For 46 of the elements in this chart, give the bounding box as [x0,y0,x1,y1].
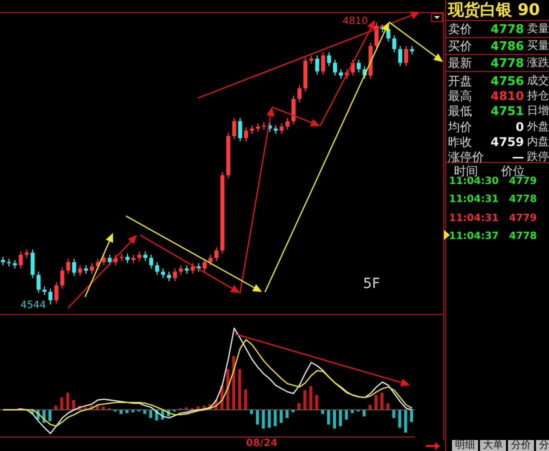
text: 分价 [508,440,534,451]
text: 最低 [448,104,472,118]
text: — [512,150,524,164]
text: 最新 [448,56,472,70]
text: 11:04:31 [449,193,499,208]
text: 均价 [448,120,472,134]
text: 明细 [452,440,478,451]
text: 卖价 [448,22,472,36]
text: 开盘 [448,74,472,88]
text: 日增 [527,104,549,118]
text: 4778 [509,230,537,244]
text: 内盘 [527,134,549,149]
text: 大单 [480,440,506,451]
text: 4779 [509,212,537,226]
text: 买价 [448,39,472,53]
annotation: 4810 [342,16,368,28]
text: 卖量 [527,22,549,36]
text: 4778 [490,22,524,36]
text: 价位 [501,164,525,178]
text: 买量 [527,39,549,53]
annotation: 4544 [20,300,46,312]
text: 11:04:37 [449,230,499,244]
text: 外盘 [527,120,549,134]
text: 成交 [527,74,549,88]
text: 涨停价 [448,150,484,164]
text: 4786 [490,39,524,53]
text: 4759 [490,134,524,149]
text: 4810 [490,89,524,104]
text: 4751 [490,104,524,118]
text: 最高 [448,89,472,104]
text: 时间 [454,164,478,178]
text: 4778 [490,56,524,70]
text: 11:04:30 [449,176,499,189]
text: 0 [514,120,524,134]
annotation: 5F [362,276,380,292]
text: 持仓 [527,89,549,104]
text: 涨跌 [527,56,549,70]
text: 现货白银 90 [448,0,540,20]
text: 分 [536,440,549,451]
text: 跌停 [527,150,549,164]
text: 08/24 [246,438,278,449]
text: 11:04:31 [449,212,499,226]
text: 4779 [509,176,537,189]
text: 昨收 [448,134,472,149]
text: 4778 [509,193,537,208]
text: 4756 [490,74,524,88]
